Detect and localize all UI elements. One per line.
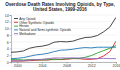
tick-label: 2012 xyxy=(88,64,96,68)
tick-label: 2008 xyxy=(63,64,71,68)
tick-label: 2016 xyxy=(113,64,120,68)
legend-swatch xyxy=(14,18,18,19)
tick: 0 xyxy=(7,61,11,65)
grid-line xyxy=(11,55,116,56)
legend-swatch xyxy=(14,29,18,30)
tick-mark xyxy=(10,35,12,36)
legend-swatch xyxy=(14,22,18,23)
legend-swatch xyxy=(14,26,18,27)
tick: 2012 xyxy=(88,62,96,68)
tick-label: 2004 xyxy=(38,64,46,68)
tick: 4 xyxy=(7,47,11,51)
tick-mark xyxy=(10,49,12,50)
lines xyxy=(11,17,116,61)
tick-label: 2000 xyxy=(14,64,22,68)
tick: 14 xyxy=(5,14,11,18)
legend-label: Methadone xyxy=(19,32,36,36)
tick-label: 0 xyxy=(7,61,9,65)
tick: 2000 xyxy=(14,62,22,68)
series-line xyxy=(11,58,116,61)
tick-label: 4 xyxy=(7,47,9,51)
axis-line xyxy=(10,16,12,63)
chart: Overdose Death Rates Involving Opioids, … xyxy=(0,0,120,70)
tick: 2004 xyxy=(38,62,46,68)
tick-mark xyxy=(10,55,12,56)
tick: 10 xyxy=(5,27,11,31)
tick-label: 14 xyxy=(5,14,9,18)
tick-label: 10 xyxy=(5,27,9,31)
legend-swatch xyxy=(14,33,18,34)
series-line xyxy=(11,47,116,58)
legend: Any OpioidOther Synthetic OpioidsHeroinN… xyxy=(14,17,71,36)
grid-line xyxy=(11,15,116,16)
grid-line xyxy=(11,62,116,63)
tick: 2 xyxy=(7,54,11,58)
tick-mark xyxy=(10,62,12,63)
tick-mark xyxy=(10,22,12,23)
x-axis: 2000 2004 2008 2012 2016 xyxy=(12,62,120,68)
plot: 2000 2004 2008 2012 2016 0 2 4 6 8 10 12 14 Any Opioi… xyxy=(5,14,120,68)
title: Overdose Death Rates Involving Opioids, … xyxy=(5,2,115,12)
grid xyxy=(11,15,116,62)
series-line xyxy=(11,41,116,61)
tick: 8 xyxy=(7,34,11,38)
tick: 12 xyxy=(5,20,11,24)
tick: 6 xyxy=(7,41,11,45)
tick-label: 2 xyxy=(7,54,9,58)
tick-mark xyxy=(10,15,12,16)
tick: 2016 xyxy=(113,62,120,68)
grid-line xyxy=(11,48,116,49)
tick-label: 8 xyxy=(7,34,9,38)
tick-label: 12 xyxy=(5,20,9,24)
tick-mark xyxy=(10,42,12,43)
tick-label: 6 xyxy=(7,41,9,45)
y-axis: 0 2 4 6 8 10 12 14 xyxy=(5,14,12,65)
legend-entry: Methadone xyxy=(14,32,36,36)
tick: 2008 xyxy=(63,62,71,68)
tick-mark xyxy=(10,28,12,29)
